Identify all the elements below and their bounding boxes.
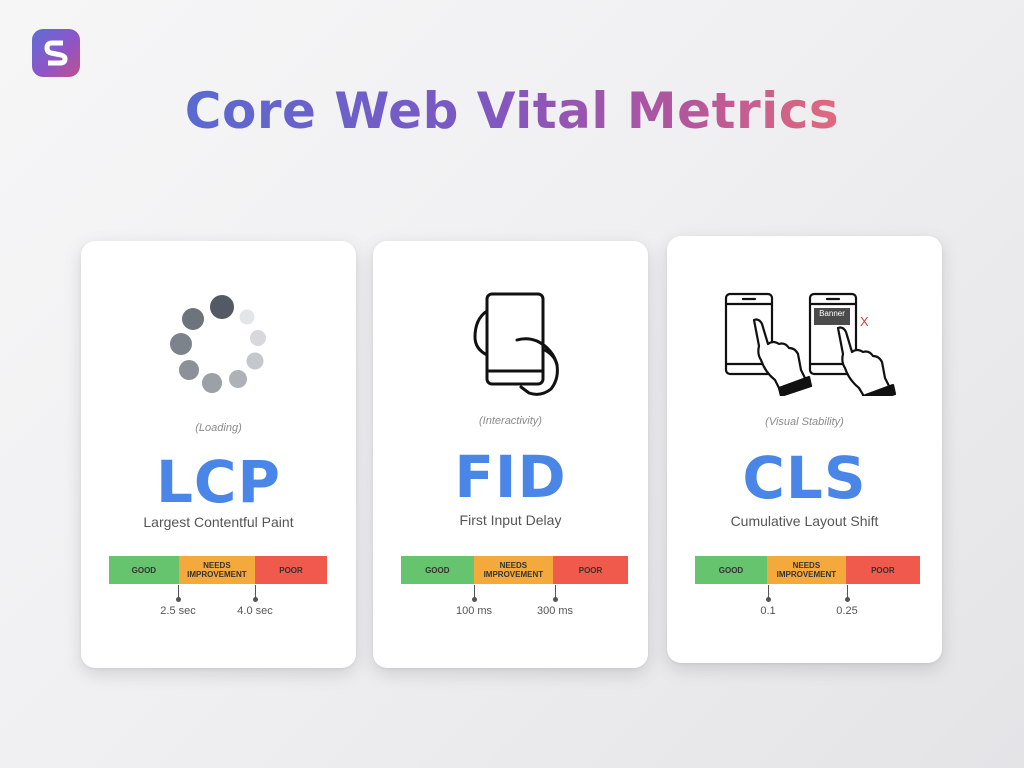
poor-segment: POOR xyxy=(845,556,920,584)
threshold-ticks: 100 ms 300 ms xyxy=(401,585,628,617)
category-label: (Loading) xyxy=(195,422,242,434)
metric-full-name: Largest Contentful Paint xyxy=(143,514,294,530)
metric-abbreviation: CLS xyxy=(742,444,867,512)
threshold-label: 0.25 xyxy=(836,605,858,617)
threshold-marker xyxy=(253,585,258,602)
threshold-scale: GOOD NEEDS IMPROVEMENT POOR xyxy=(401,556,628,584)
threshold-marker xyxy=(845,585,850,602)
banner-label: Banner xyxy=(819,309,845,318)
brand-logo[interactable] xyxy=(32,29,80,77)
hand-holding-phone-icon xyxy=(473,292,559,396)
page-title: Core Web Vital Metrics xyxy=(184,82,840,140)
needs-improvement-segment: NEEDS IMPROVEMENT xyxy=(178,556,256,584)
metric-abbreviation: LCP xyxy=(155,448,282,516)
close-x-mark: X xyxy=(860,314,869,329)
threshold-marker xyxy=(472,585,477,602)
metric-full-name: Cumulative Layout Shift xyxy=(730,513,879,529)
threshold-scale: GOOD NEEDS IMPROVEMENT POOR xyxy=(109,556,327,584)
threshold-marker xyxy=(176,585,181,602)
threshold-marker xyxy=(553,585,558,602)
needs-improvement-segment: NEEDS IMPROVEMENT xyxy=(767,556,846,584)
needs-improvement-segment: NEEDS IMPROVEMENT xyxy=(473,556,554,584)
metric-full-name: First Input Delay xyxy=(459,512,562,528)
poor-segment: POOR xyxy=(553,556,628,584)
threshold-label: 4.0 sec xyxy=(237,605,273,617)
good-segment: GOOD xyxy=(109,556,179,584)
threshold-label: 300 ms xyxy=(536,605,574,617)
poor-segment: POOR xyxy=(255,556,327,584)
category-label: (Interactivity) xyxy=(479,415,542,427)
threshold-ticks: 2.5 sec 4.0 sec xyxy=(109,585,327,617)
fid-card: (Interactivity) FID First Input Delay GO… xyxy=(373,241,648,668)
good-segment: GOOD xyxy=(401,556,474,584)
threshold-marker xyxy=(766,585,771,602)
threshold-ticks: 0.1 0.25 xyxy=(695,585,920,617)
lcp-card: (Loading) LCP Largest Contentful Paint G… xyxy=(81,241,356,668)
category-label: (Visual Stability) xyxy=(765,416,844,428)
threshold-label: 100 ms xyxy=(455,605,493,617)
loading-spinner-icon xyxy=(170,295,266,393)
cls-card: Banner X (Visual Stability) CLS Cumulati… xyxy=(667,236,942,663)
threshold-label: 2.5 sec xyxy=(160,605,196,617)
brand-s-logo-icon xyxy=(44,40,68,66)
layout-shift-phones-icon xyxy=(724,292,897,396)
threshold-label: 0.1 xyxy=(760,605,776,617)
metric-abbreviation: FID xyxy=(454,443,567,511)
good-segment: GOOD xyxy=(695,556,767,584)
threshold-scale: GOOD NEEDS IMPROVEMENT POOR xyxy=(695,556,920,584)
